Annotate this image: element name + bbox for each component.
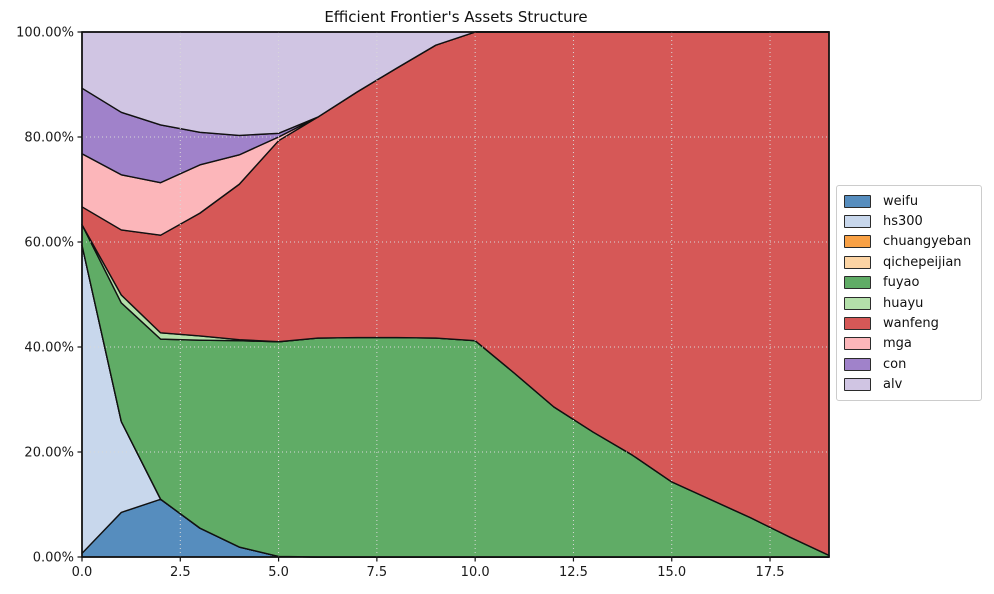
legend-item-wanfeng: wanfeng <box>844 313 974 333</box>
legend-label-wanfeng: wanfeng <box>883 316 939 332</box>
legend-item-mga: mga <box>844 334 974 354</box>
legend-swatch-qichepeijian <box>844 255 871 269</box>
legend-swatch-con <box>844 357 871 371</box>
x-tick-label: 5.0 <box>268 565 289 580</box>
chart-title: Efficient Frontier's Assets Structure <box>324 8 588 26</box>
legend: weifu hs300 chuangyeban qichepeijian fuyao hu… <box>836 185 982 401</box>
legend-item-weifu: weifu <box>844 191 974 211</box>
legend-label-qichepeijian: qichepeijian <box>883 254 962 270</box>
legend-swatch-fuyao <box>844 276 871 290</box>
x-tick-label: 15.0 <box>657 565 686 580</box>
legend-item-hs300: hs300 <box>844 211 974 231</box>
legend-swatch-wanfeng <box>844 317 871 331</box>
x-tick-label: 0.0 <box>72 565 93 580</box>
y-tick-label: 40.00% <box>24 341 74 356</box>
x-tick-label: 17.5 <box>756 565 785 580</box>
legend-label-con: con <box>883 356 907 372</box>
legend-swatch-hs300 <box>844 215 871 229</box>
y-tick-label: 100.00% <box>16 26 74 41</box>
legend-label-hs300: hs300 <box>883 214 923 230</box>
legend-swatch-mga <box>844 337 871 351</box>
y-tick-label: 80.00% <box>24 131 74 146</box>
legend-label-weifu: weifu <box>883 193 919 209</box>
y-tick-label: 20.00% <box>24 446 74 461</box>
x-tick-label: 10.0 <box>461 565 490 580</box>
legend-item-fuyao: fuyao <box>844 273 974 293</box>
x-tick-label: 12.5 <box>559 565 588 580</box>
x-tick-label: 2.5 <box>170 565 191 580</box>
legend-item-qichepeijian: qichepeijian <box>844 252 974 272</box>
legend-swatch-alv <box>844 378 871 392</box>
legend-item-huayu: huayu <box>844 293 974 313</box>
legend-label-chuangyeban: chuangyeban <box>883 234 972 250</box>
legend-item-chuangyeban: chuangyeban <box>844 232 974 252</box>
x-tick-label: 7.5 <box>367 565 388 580</box>
y-tick-label: 60.00% <box>24 236 74 251</box>
legend-item-alv: alv <box>844 375 974 395</box>
legend-label-fuyao: fuyao <box>883 275 920 291</box>
legend-swatch-huayu <box>844 296 871 310</box>
legend-item-con: con <box>844 354 974 374</box>
y-tick-label: 0.00% <box>33 551 74 566</box>
legend-swatch-weifu <box>844 194 871 208</box>
legend-swatch-chuangyeban <box>844 235 871 249</box>
axes-spines <box>81 31 830 558</box>
legend-label-huayu: huayu <box>883 295 924 311</box>
legend-label-alv: alv <box>883 377 903 393</box>
legend-label-mga: mga <box>883 336 912 352</box>
